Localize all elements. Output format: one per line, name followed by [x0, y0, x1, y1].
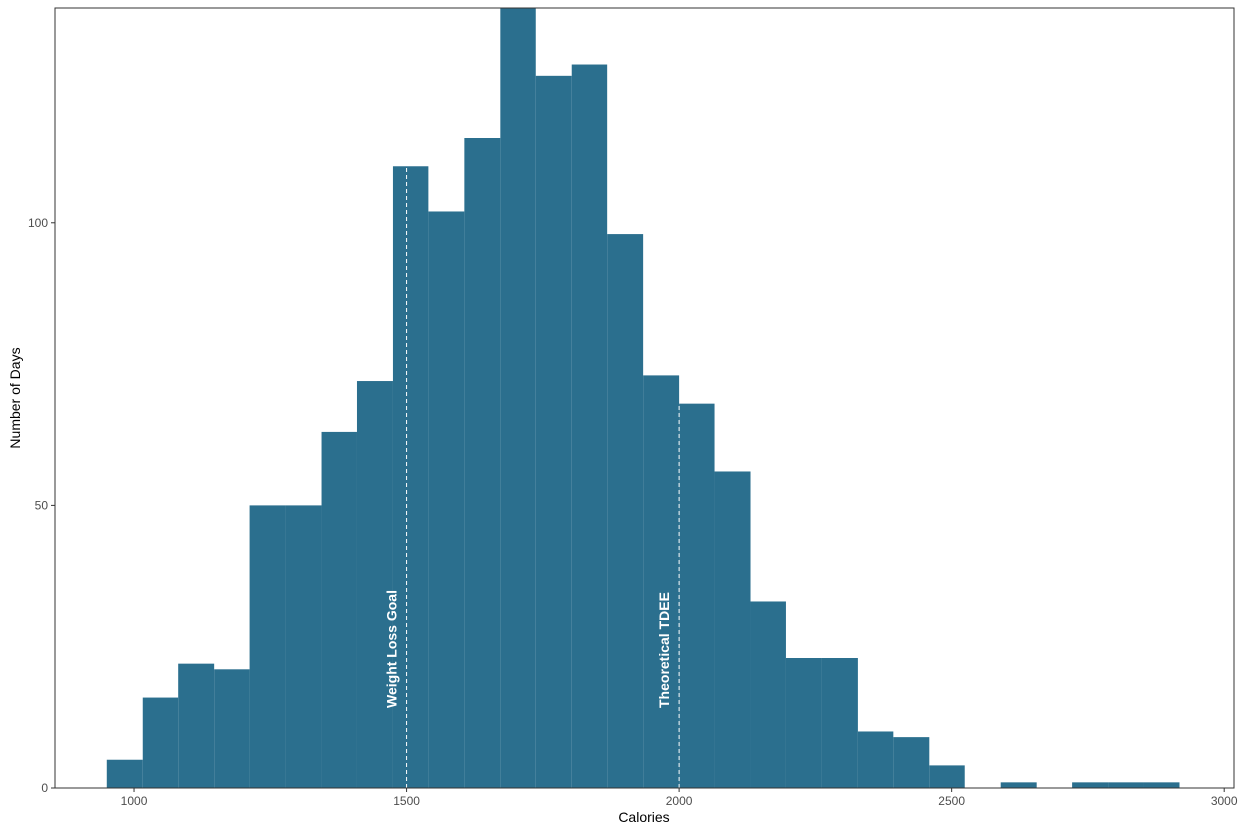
bar: [321, 431, 357, 788]
bar: [285, 505, 322, 788]
bar: [893, 737, 930, 788]
plot-frame: [54, 7, 1235, 789]
bar: [643, 375, 680, 788]
x-tick-label: 2500: [938, 794, 965, 808]
x-tick-label: 1500: [393, 794, 420, 808]
bar: [1108, 782, 1144, 788]
bar: [1143, 782, 1180, 788]
x-axis-title: Calories: [618, 809, 669, 825]
x-tick-label: 2000: [666, 794, 693, 808]
bar: [750, 601, 786, 788]
bar: [142, 697, 179, 788]
bar: [356, 381, 393, 788]
bar: [214, 669, 250, 788]
annotation: Theoretical TDEE: [656, 592, 672, 708]
bar: [464, 138, 501, 788]
bar: [821, 658, 858, 788]
bar: [857, 731, 894, 788]
bar: [607, 234, 644, 788]
bar: [178, 663, 215, 788]
bar: [500, 8, 536, 788]
y-tick-label: 50: [35, 498, 49, 512]
bar: [929, 765, 965, 788]
bar: [1000, 782, 1037, 788]
bar: [571, 64, 608, 789]
bar: [106, 759, 143, 788]
bar: [535, 75, 572, 788]
annotation: Weight Loss Goal: [384, 590, 400, 708]
bar: [1072, 782, 1109, 788]
x-tick-label: 1000: [121, 794, 148, 808]
y-tick-label: 0: [41, 781, 48, 795]
bar: [679, 403, 715, 788]
bar: [428, 211, 465, 788]
bar: [249, 505, 286, 788]
y-tick-label: 100: [28, 216, 48, 230]
bar: [785, 658, 822, 788]
x-tick-label: 3000: [1211, 794, 1238, 808]
bar: [714, 471, 751, 788]
y-axis-title: Number of Days: [7, 347, 23, 448]
bar: [392, 166, 429, 788]
